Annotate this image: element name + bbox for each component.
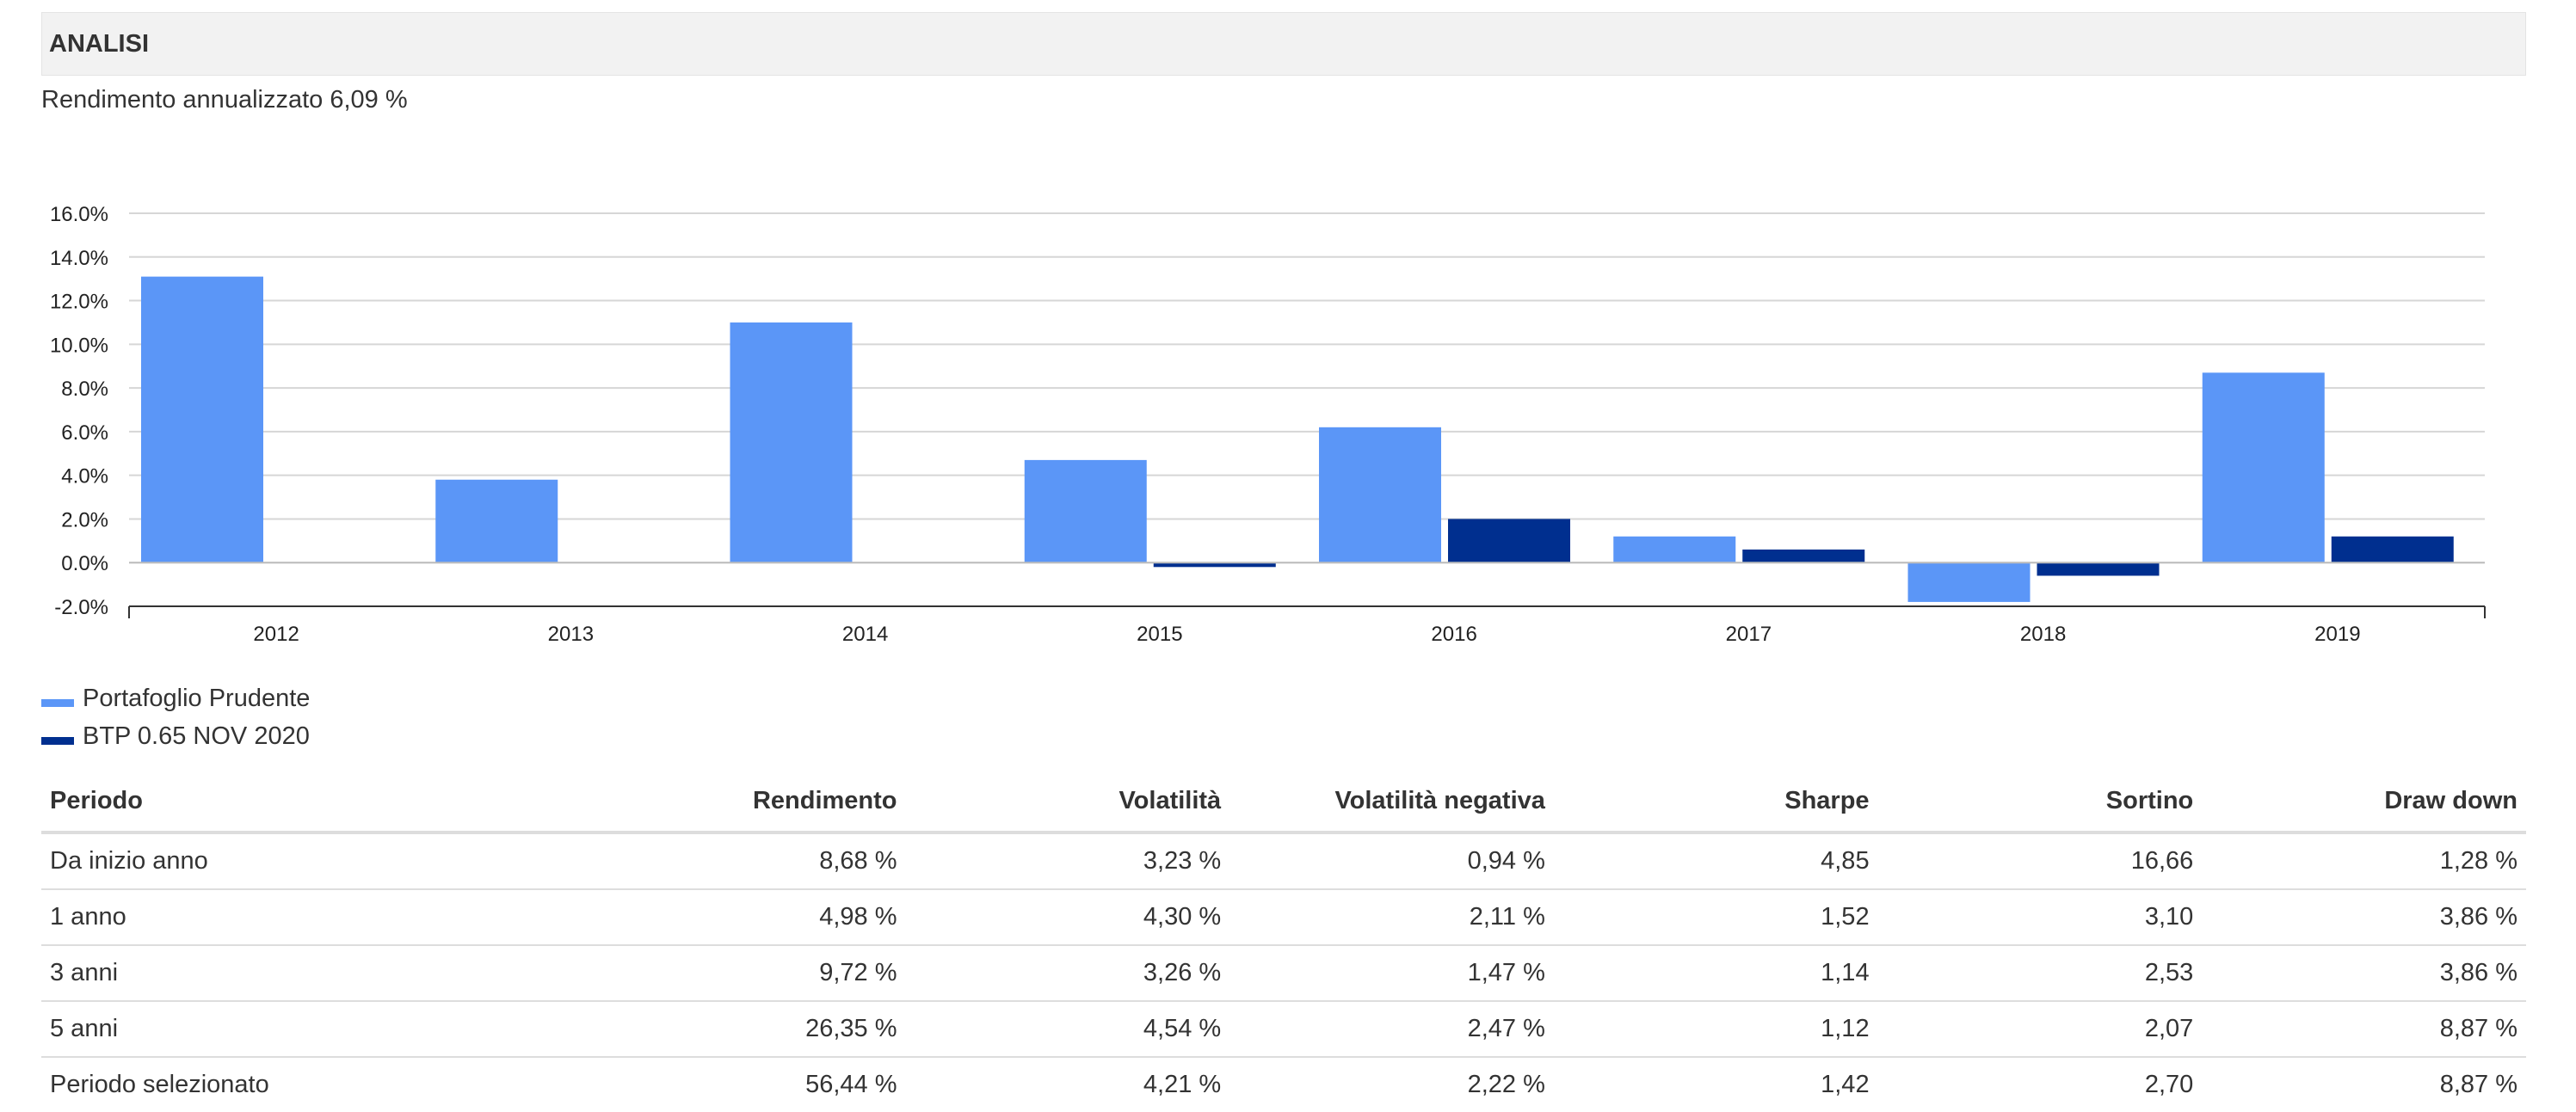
bar-2017-series-1: [1613, 536, 1736, 563]
legend-item[interactable]: BTP 0.65 NOV 2020: [41, 717, 310, 755]
cell-sortino: 2,07: [1877, 1001, 2203, 1058]
cell-rendimento: 9,72 %: [527, 945, 906, 1002]
y-tick-label: 8.0%: [61, 378, 108, 401]
table-row: 1 anno 4,98 % 4,30 % 2,11 % 1,52 3,10 3,…: [41, 889, 2526, 946]
y-tick-label: 4.0%: [61, 465, 108, 488]
annualized-return: Rendimento annualizzato 6,09 %: [41, 86, 408, 114]
cell-periodo: Periodo selezionato: [50, 1071, 269, 1098]
x-tick-label: 2014: [842, 623, 888, 646]
cell-volatilita-negativa: 1,47 %: [1229, 945, 1554, 1002]
table-header-row: Periodo Rendimento Volatilità Volatilità…: [41, 771, 2526, 834]
x-tick-label: 2016: [1431, 623, 1476, 646]
cell-volatilita: 4,30 %: [905, 889, 1230, 946]
cell-sortino: 3,10: [1877, 889, 2203, 946]
cell-sortino: 2,53: [1877, 945, 2203, 1002]
cell-sharpe: 1,42: [1821, 1071, 1870, 1098]
y-tick-label: 0.0%: [61, 552, 108, 575]
cell-sortino: 2,70: [2144, 1071, 2194, 1098]
cell-periodo: 1 anno: [41, 889, 528, 946]
bar-2012-series-1: [141, 276, 263, 563]
bar-2013-series-1: [435, 479, 558, 563]
legend-label: Portafoglio Prudente: [83, 685, 311, 712]
section-title: ANALISI: [49, 30, 149, 58]
bar-2017-series-2: [1742, 549, 1865, 563]
cell-volatilita-negativa: 0,94 %: [1229, 832, 1554, 890]
cell-rendimento: 26,35 %: [527, 1001, 906, 1058]
cell-sortino: 16,66: [1877, 832, 2203, 890]
cell-volatilita: 4,54 %: [905, 1001, 1230, 1058]
y-tick-label: 12.0%: [50, 291, 108, 314]
y-tick-label: 6.0%: [61, 421, 108, 445]
cell-sharpe: 1,14: [1553, 945, 1878, 1002]
header-volatilita[interactable]: Volatilità: [905, 771, 1230, 834]
bar-2018-series-2: [2037, 562, 2160, 576]
table-row: 3 anni 9,72 % 3,26 % 1,47 % 1,14 2,53 3,…: [41, 945, 2526, 1002]
chart-legend: Portafoglio Prudente BTP 0.65 NOV 2020: [41, 679, 310, 755]
header-sharpe[interactable]: Sharpe: [1553, 771, 1878, 834]
bar-2015-series-1: [1024, 459, 1147, 563]
cell-periodo: 5 anni: [41, 1001, 528, 1058]
bar-2019-series-1: [2202, 372, 2325, 563]
cell-draw-down: 8,87 %: [2439, 1071, 2517, 1098]
y-tick-label: 16.0%: [50, 203, 108, 226]
x-tick-label: 2013: [548, 623, 594, 646]
header-periodo[interactable]: Periodo: [41, 771, 528, 834]
cell-rendimento: 4,98 %: [527, 889, 906, 946]
legend-swatch: [41, 736, 74, 745]
cell-draw-down: 3,86 %: [2202, 945, 2526, 1002]
cell-volatilita: 3,23 %: [905, 832, 1230, 890]
table-row: Periodo selezionato 56,44 % 4,21 % 2,22 …: [41, 1057, 2526, 1112]
cell-sharpe: 1,12: [1553, 1001, 1878, 1058]
bar-2014-series-1: [730, 322, 853, 563]
bar-2016-series-1: [1319, 427, 1441, 563]
table-row: 5 anni 26,35 % 4,54 % 2,47 % 1,12 2,07 8…: [41, 1001, 2526, 1058]
bar-2019-series-2: [2331, 536, 2454, 563]
x-tick-label: 2012: [253, 623, 299, 646]
header-volatilita-negativa[interactable]: Volatilità negativa: [1229, 771, 1554, 834]
cell-draw-down: 8,87 %: [2202, 1001, 2526, 1058]
y-tick-label: 10.0%: [50, 334, 108, 357]
cell-draw-down: 3,86 %: [2202, 889, 2526, 946]
header-rendimento[interactable]: Rendimento: [527, 771, 906, 834]
header-draw-down[interactable]: Draw down: [2202, 771, 2526, 834]
cell-volatilita: 4,21 %: [1143, 1071, 1222, 1098]
cell-volatilita-negativa: 2,22 %: [1467, 1071, 1545, 1098]
x-tick-label: 2015: [1137, 623, 1182, 646]
header-sortino[interactable]: Sortino: [1877, 771, 2203, 834]
performance-table: Periodo Rendimento Volatilità Volatilità…: [41, 771, 2526, 1112]
cell-volatilita-negativa: 2,11 %: [1229, 889, 1554, 946]
y-tick-label: -2.0%: [54, 596, 108, 619]
y-tick-label: 14.0%: [50, 247, 108, 270]
table-row: Da inizio anno 8,68 % 3,23 % 0,94 % 4,85…: [41, 832, 2526, 890]
x-tick-label: 2017: [1726, 623, 1772, 646]
legend-swatch: [41, 698, 74, 707]
cell-sharpe: 1,52: [1553, 889, 1878, 946]
y-tick-label: 2.0%: [61, 508, 108, 531]
cell-sharpe: 4,85: [1553, 832, 1878, 890]
legend-label: BTP 0.65 NOV 2020: [83, 722, 310, 750]
section-header: ANALISI: [41, 12, 2526, 76]
cell-draw-down: 1,28 %: [2202, 832, 2526, 890]
legend-item[interactable]: Portafoglio Prudente: [41, 679, 310, 717]
bar-2015-series-2: [1153, 562, 1276, 568]
annual-returns-chart: -2.0% 0.0% 2.0% 4.0% 6.0% 8.0% 10.0% 12.0% 14.0%…: [50, 203, 2486, 646]
x-tick-label: 2018: [2020, 623, 2066, 646]
cell-periodo: Da inizio anno: [41, 832, 528, 890]
cell-periodo: 3 anni: [41, 945, 528, 1002]
bar-2016-series-2: [1448, 519, 1570, 563]
x-tick-label: 2019: [2314, 623, 2360, 646]
cell-volatilita-negativa: 2,47 %: [1229, 1001, 1554, 1058]
cell-volatilita: 3,26 %: [905, 945, 1230, 1002]
cell-rendimento: 56,44 %: [805, 1071, 897, 1098]
cell-rendimento: 8,68 %: [527, 832, 906, 890]
bar-2018-series-1: [1907, 562, 2031, 602]
